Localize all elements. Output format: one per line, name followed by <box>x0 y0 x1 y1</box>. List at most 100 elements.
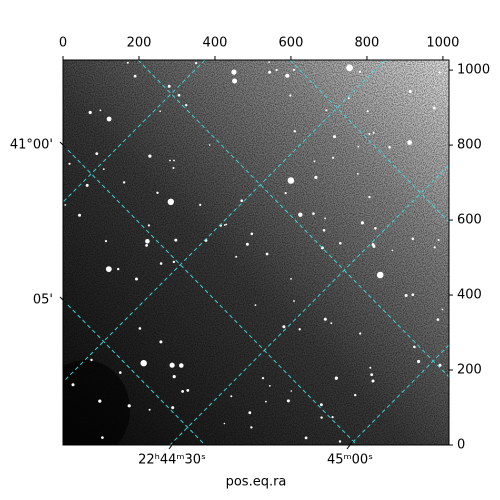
ra-tick-label: 22ʰ44ᵐ30ˢ <box>138 453 206 468</box>
star <box>388 146 391 149</box>
x-axis-label: pos.eq.ra <box>226 475 287 490</box>
star <box>172 260 176 264</box>
star <box>366 110 369 113</box>
star <box>433 246 436 249</box>
grid-line <box>63 60 386 383</box>
ra-tick <box>346 440 354 450</box>
star <box>312 212 315 215</box>
star <box>372 131 375 134</box>
star <box>325 109 328 112</box>
star <box>333 135 336 139</box>
x-tick-label: 600 <box>279 36 304 51</box>
star <box>230 395 233 398</box>
star <box>171 406 175 410</box>
star <box>268 61 270 63</box>
star <box>95 152 99 156</box>
grid-line <box>63 299 206 445</box>
star <box>88 110 92 115</box>
star <box>250 426 253 429</box>
star <box>68 162 71 165</box>
star <box>331 416 334 419</box>
star <box>147 224 150 227</box>
star <box>250 232 254 236</box>
star <box>148 408 151 411</box>
star <box>186 389 190 392</box>
star <box>174 238 178 242</box>
star <box>268 385 271 387</box>
star <box>268 70 272 74</box>
star <box>369 366 372 369</box>
star <box>225 223 228 226</box>
y-tick-label: 600 <box>457 213 482 228</box>
star <box>357 145 360 148</box>
grid-line <box>63 144 358 445</box>
star <box>254 304 257 306</box>
star <box>159 110 161 112</box>
star <box>245 242 249 246</box>
ra-tick-label: 45ᵐ00ˢ <box>327 453 373 468</box>
star <box>173 159 175 162</box>
star <box>304 436 308 440</box>
star <box>334 376 338 380</box>
star <box>371 379 375 383</box>
star <box>287 177 295 184</box>
star <box>104 240 108 243</box>
star <box>358 70 362 74</box>
x-tick-label: 800 <box>355 36 380 51</box>
star <box>169 362 175 368</box>
star <box>368 195 371 199</box>
y-tick-label: 200 <box>457 363 482 378</box>
star <box>275 68 278 72</box>
sky-image <box>63 60 449 445</box>
y-tick-label: 800 <box>457 138 482 153</box>
star <box>185 104 188 107</box>
star <box>417 359 421 364</box>
star <box>240 199 243 202</box>
star <box>102 168 105 171</box>
star <box>374 227 377 230</box>
x-tick-label: 400 <box>203 36 228 51</box>
star <box>106 116 112 122</box>
star <box>320 403 323 407</box>
star <box>411 237 415 240</box>
star <box>290 390 293 392</box>
y-tick-label: 400 <box>457 288 482 303</box>
star <box>286 399 290 403</box>
star <box>235 255 238 258</box>
star <box>290 278 292 280</box>
star <box>391 249 394 252</box>
star <box>148 154 152 158</box>
star <box>265 400 267 403</box>
dec-tick-label: 41°00' <box>10 138 53 153</box>
star <box>282 325 286 329</box>
star <box>408 90 412 93</box>
star <box>199 203 202 206</box>
dec-tick <box>59 141 67 149</box>
star <box>169 159 171 162</box>
star <box>172 375 176 379</box>
star <box>232 78 238 84</box>
plot-frame <box>62 59 450 446</box>
star <box>231 69 237 75</box>
star <box>159 340 163 344</box>
star <box>122 181 126 184</box>
star <box>322 229 326 232</box>
star <box>85 183 89 187</box>
star <box>133 74 137 78</box>
star <box>223 224 226 226</box>
star <box>285 73 290 78</box>
grid-line <box>289 60 449 223</box>
star <box>360 221 364 225</box>
star <box>265 252 269 256</box>
star <box>330 322 333 325</box>
star <box>78 213 81 217</box>
star <box>441 308 444 311</box>
star <box>145 239 150 244</box>
star <box>71 383 75 387</box>
y-tick-label: 1000 <box>457 63 490 78</box>
star <box>323 317 327 321</box>
star <box>339 242 342 245</box>
star <box>356 173 359 175</box>
star <box>138 327 142 330</box>
